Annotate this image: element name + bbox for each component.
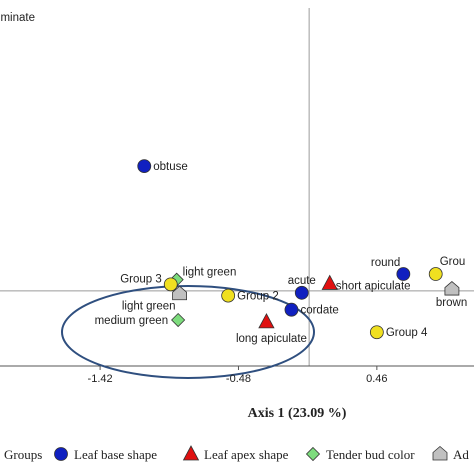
legend-marker xyxy=(54,447,68,461)
legend-label: Groups xyxy=(4,447,42,462)
point-label: brown xyxy=(436,297,467,309)
point-label: light green xyxy=(183,267,237,279)
point-marker xyxy=(294,285,309,300)
legend-marker xyxy=(305,446,321,462)
point-marker xyxy=(428,267,443,281)
point-label: short apiculate xyxy=(336,280,411,292)
point-label: Group 3 xyxy=(120,273,162,285)
point-marker xyxy=(396,267,411,281)
point-label: obtuse xyxy=(153,161,188,173)
point-marker xyxy=(321,274,338,290)
point-marker xyxy=(163,277,178,292)
point-label: Group 4 xyxy=(386,327,428,339)
point-label: medium green xyxy=(95,315,169,327)
point-marker xyxy=(369,325,384,340)
point-label: long apiculate xyxy=(236,333,307,345)
x-axis-title: Axis 1 (23.09 %) xyxy=(248,406,347,421)
legend-label: Ad xyxy=(453,447,469,462)
axes xyxy=(0,8,474,367)
legend-label: Tender bud color xyxy=(326,447,415,462)
point-label: acuminate xyxy=(0,12,35,24)
point-marker xyxy=(444,281,460,296)
point-label: round xyxy=(371,257,400,269)
point-label: Grou xyxy=(440,256,466,268)
x-tick-labels: -1.42 -0.48 0.46 xyxy=(88,366,388,385)
x-tick-label: -1.42 xyxy=(88,373,113,385)
point-marker xyxy=(171,312,186,328)
point-label: Group 2 xyxy=(237,291,279,303)
point-marker xyxy=(258,313,275,329)
confidence-ellipse xyxy=(61,285,315,379)
point-marker xyxy=(172,285,187,301)
x-tick-label: -0.48 xyxy=(226,373,251,385)
point-marker xyxy=(284,302,299,317)
point-label: cordate xyxy=(300,305,338,317)
point-label: acute xyxy=(288,275,316,287)
point-marker xyxy=(137,159,152,174)
point-marker xyxy=(221,288,236,303)
points: acuminate obtuse light green Group 3 light g… xyxy=(0,12,467,345)
x-tick-label: 0.46 xyxy=(366,373,387,385)
legend-marker xyxy=(182,445,200,461)
point-label: light green xyxy=(122,301,176,313)
legend-label: Leaf apex shape xyxy=(204,447,289,462)
legend: Groups Leaf base shape Leaf apex shape Tend… xyxy=(4,445,469,462)
legend-marker xyxy=(432,445,448,461)
legend-label: Leaf base shape xyxy=(74,447,157,462)
